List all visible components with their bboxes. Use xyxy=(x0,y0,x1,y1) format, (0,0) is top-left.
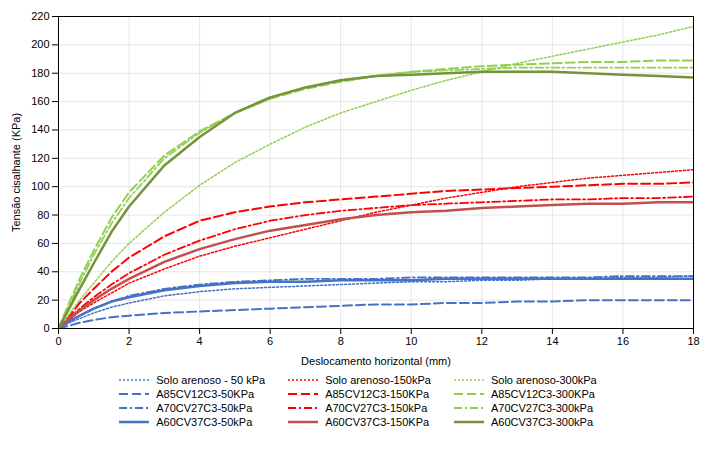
html-text:A70CV27C3-150kPa: A70CV27C3-150kPa xyxy=(325,402,428,414)
svg-text:200: 200 xyxy=(31,38,49,50)
svg-text:220: 220 xyxy=(31,10,49,22)
svg-text:10: 10 xyxy=(405,335,417,347)
svg-text:60: 60 xyxy=(37,237,49,249)
svg-text:160: 160 xyxy=(31,95,49,107)
svg-text:20: 20 xyxy=(37,294,49,306)
html-text:A60CV37C3-150KPa: A60CV37C3-150KPa xyxy=(325,416,430,428)
svg-text:140: 140 xyxy=(31,123,49,135)
svg-text:6: 6 xyxy=(267,335,273,347)
html-text:Solo arenoso-150kPa: Solo arenoso-150kPa xyxy=(325,374,431,386)
svg-text:0: 0 xyxy=(55,335,61,347)
svg-text:18: 18 xyxy=(687,335,699,347)
html-text:A85CV12C3-50KPa: A85CV12C3-50KPa xyxy=(156,388,255,400)
svg-text:0: 0 xyxy=(43,322,49,334)
html-text:A70CV27C3-300kPa: A70CV27C3-300kPa xyxy=(490,402,593,414)
html-text:A85CV12C3-150KPa: A85CV12C3-150KPa xyxy=(325,388,430,400)
svg-text:12: 12 xyxy=(476,335,488,347)
svg-text:40: 40 xyxy=(37,265,49,277)
svg-text:14: 14 xyxy=(546,335,558,347)
svg-text:Deslocamento horizontal (mm): Deslocamento horizontal (mm) xyxy=(301,355,451,367)
svg-text:2: 2 xyxy=(126,335,132,347)
html-text:Solo arenoso-300kPa: Solo arenoso-300kPa xyxy=(490,374,597,386)
svg-text:80: 80 xyxy=(37,209,49,221)
html-text:Solo arenoso - 50 kPa: Solo arenoso - 50 kPa xyxy=(156,374,266,386)
svg-text:4: 4 xyxy=(197,335,203,347)
html-text:A85CV12C3-300KPa: A85CV12C3-300KPa xyxy=(490,388,595,400)
svg-text:16: 16 xyxy=(617,335,629,347)
svg-text:8: 8 xyxy=(338,335,344,347)
svg-text:180: 180 xyxy=(31,67,49,79)
html-text:A60CV37C3-300kPa: A60CV37C3-300kPa xyxy=(490,416,593,428)
svg-text:Tensão cisalhante (KPa): Tensão cisalhante (KPa) xyxy=(10,113,22,232)
html-text:A60CV37C3-50kPa: A60CV37C3-50kPa xyxy=(156,416,253,428)
svg-text:100: 100 xyxy=(31,180,49,192)
svg-text:120: 120 xyxy=(31,152,49,164)
html-text:A70CV27C3-50kPa: A70CV27C3-50kPa xyxy=(156,402,253,414)
